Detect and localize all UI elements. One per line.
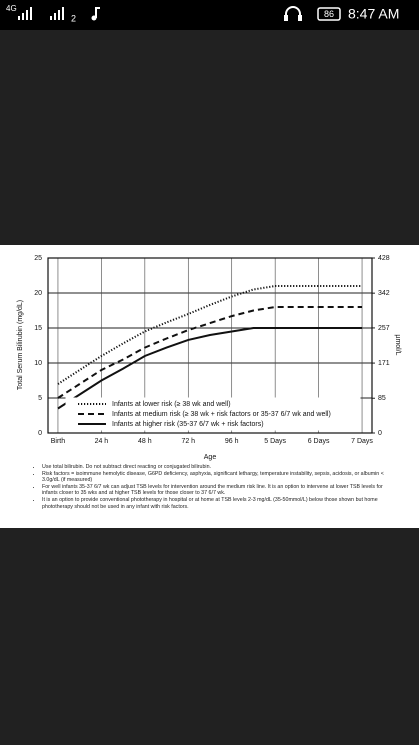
y-tick-label: 10 <box>34 360 42 367</box>
headset-icon <box>284 15 288 21</box>
network: 4G <box>6 4 17 13</box>
x-tick-label: 48 h <box>138 438 152 445</box>
legend-label: Infants at medium risk (≥ 38 wk + risk f… <box>112 411 331 418</box>
series-line <box>57 327 363 410</box>
x-tick-label: 7 Days <box>351 438 373 445</box>
clock: 8:47 AM <box>348 6 399 22</box>
chart-image <box>0 245 419 528</box>
y2-tick-label: 171 <box>378 360 390 367</box>
sim: 2 <box>71 13 76 23</box>
y2-tick-label: 342 <box>378 290 390 297</box>
battery-icon <box>317 7 341 21</box>
y2-tick-label: 257 <box>378 325 390 332</box>
signal-icon <box>18 7 100 21</box>
x-tick-label: Birth <box>51 438 66 445</box>
headset-icon <box>298 15 302 21</box>
note: Use total bilirubin. Do not subtract dir… <box>42 464 392 471</box>
y-tick-label: 20 <box>34 290 42 297</box>
note: For well infants 35-37 6/7 wk can adjust… <box>42 484 392 497</box>
note: Risk factors = isoimmune hemolytic disea… <box>42 471 392 484</box>
series-line <box>57 285 363 385</box>
x-tick-label: 6 Days <box>308 438 330 445</box>
y-tick-label: 5 <box>38 395 42 402</box>
legend-label: Infants at higher risk (35-37 6/7 wk + r… <box>112 421 264 428</box>
y-tick-label: 25 <box>34 255 42 262</box>
y-tick-label: 0 <box>38 430 42 437</box>
y2-axis-title: µmol/L <box>394 334 401 355</box>
x-tick-label: 72 h <box>181 438 195 445</box>
legend-box <box>65 397 361 431</box>
x-tick-label: 24 h <box>95 438 109 445</box>
series-line <box>57 306 363 399</box>
y-tick-label: 15 <box>34 325 42 332</box>
x-tick-label: 5 Days <box>264 438 286 445</box>
status-bar <box>0 0 419 30</box>
plot-frame <box>47 257 373 434</box>
y-axis-title: Total Serum Bilirubin (mg/dL) <box>17 300 24 390</box>
headset-icon <box>285 6 301 19</box>
y2-tick-label: 428 <box>378 255 390 262</box>
y2-tick-label: 0 <box>378 430 382 437</box>
notes: Use total bilirubin. Do not subtract dir… <box>36 464 392 510</box>
battery-level: 86 <box>324 9 334 19</box>
y2-tick-label: 85 <box>378 395 386 402</box>
x-axis-title: Age <box>204 454 217 461</box>
x-tick-label: 96 h <box>225 438 239 445</box>
legend-label: Infants at lower risk (≥ 38 wk and well) <box>112 401 231 408</box>
note: It is an option to provide conventional … <box>42 497 392 510</box>
